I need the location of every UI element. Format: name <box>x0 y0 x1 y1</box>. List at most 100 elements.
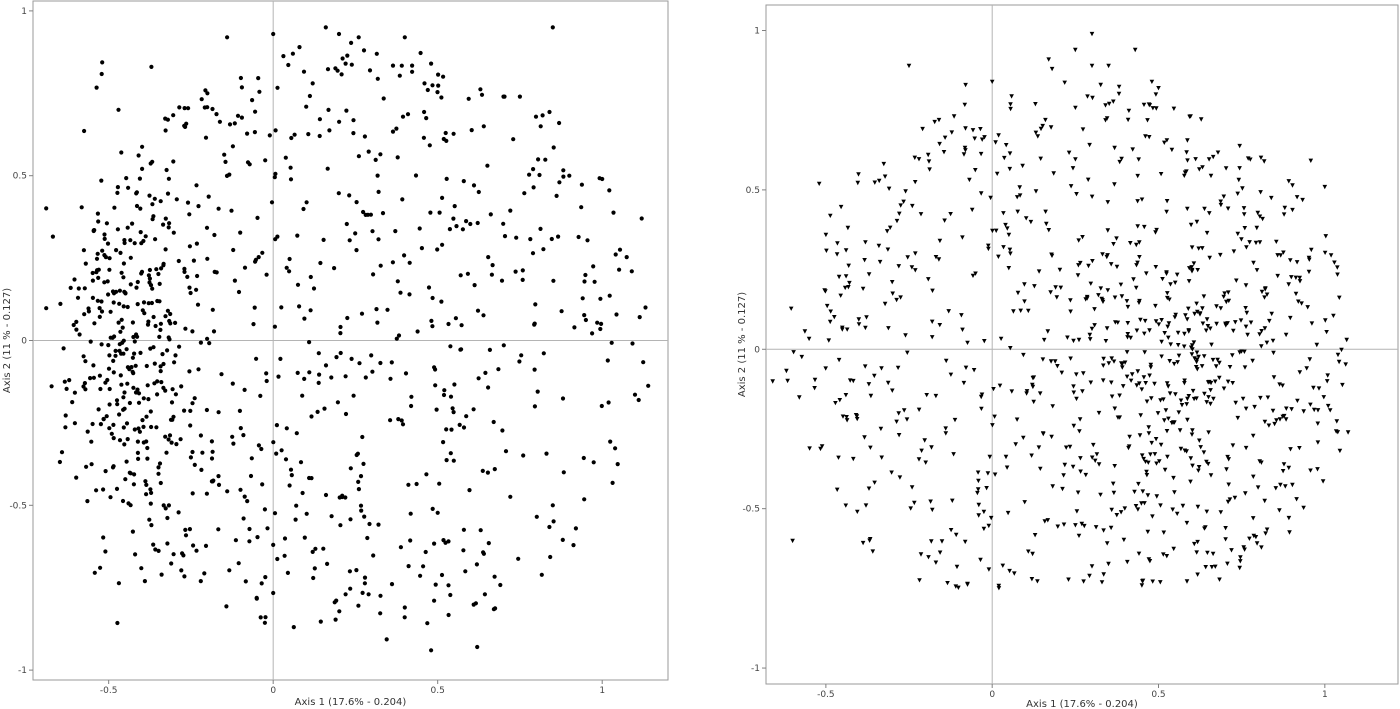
scatter-point <box>1311 385 1316 391</box>
scatter-point <box>1118 282 1124 287</box>
scatter-point <box>1218 510 1224 515</box>
scatter-point <box>325 166 330 171</box>
scatter-point <box>1139 501 1144 506</box>
scatter-point <box>122 289 127 294</box>
scatter-point <box>187 244 192 249</box>
scatter-point <box>144 482 149 487</box>
scatter-point <box>1227 497 1233 502</box>
scatter-point <box>1112 295 1118 300</box>
scatter-point <box>323 25 328 30</box>
scatter-point <box>273 171 278 176</box>
scatter-point <box>388 418 393 423</box>
scatter-point <box>1076 263 1081 268</box>
scatter-point <box>896 411 901 416</box>
scatter-point <box>828 309 833 314</box>
scatter-point <box>1007 568 1012 574</box>
scatter-point <box>460 227 465 232</box>
scatter-point <box>1315 467 1320 472</box>
scatter-point <box>283 457 289 462</box>
scatter-point <box>965 581 970 587</box>
scatter-point <box>216 474 221 479</box>
scatter-point <box>943 426 948 431</box>
scatter-point <box>1200 306 1205 311</box>
scatter-point <box>1156 86 1161 91</box>
scatter-point <box>1050 484 1055 489</box>
scatter-point <box>1112 406 1118 411</box>
scatter-point <box>1315 440 1321 445</box>
scatter-point <box>1158 398 1163 403</box>
scatter-point <box>1175 360 1180 365</box>
scatter-point <box>132 339 137 344</box>
scatter-point <box>97 314 102 319</box>
scatter-point <box>1189 245 1195 250</box>
scatter-point <box>136 153 141 158</box>
scatter-point <box>1197 167 1202 172</box>
scatter-point <box>1082 523 1087 529</box>
scatter-point <box>1134 328 1140 333</box>
scatter-point <box>318 619 323 624</box>
scatter-point <box>191 543 196 548</box>
scatter-point <box>273 128 278 133</box>
scatter-point <box>256 443 261 448</box>
scatter-point <box>1261 159 1267 164</box>
scatter-point <box>538 226 543 231</box>
scatter-point <box>1076 533 1082 538</box>
scatter-point <box>1125 559 1130 565</box>
scatter-point <box>896 264 902 269</box>
scatter-point <box>161 263 166 268</box>
scatter-point <box>1343 362 1348 367</box>
scatter-point <box>996 133 1001 138</box>
scatter-point <box>252 130 257 135</box>
scatter-point <box>415 329 420 334</box>
scatter-point <box>96 267 101 272</box>
scatter-point <box>99 309 105 314</box>
scatter-point <box>1235 415 1241 421</box>
scatter-point <box>573 526 579 531</box>
scatter-point <box>928 499 933 504</box>
scatter-point <box>156 548 161 554</box>
scatter-point <box>961 380 967 386</box>
scatter-point <box>265 526 270 531</box>
scatter-point <box>1029 577 1035 582</box>
scatter-point <box>209 479 214 484</box>
scatter-point <box>941 150 947 155</box>
scatter-point <box>380 211 386 216</box>
scatter-point <box>617 247 623 252</box>
scatter-point <box>1309 321 1315 326</box>
scatter-point <box>88 339 93 344</box>
scatter-point <box>169 400 175 405</box>
scatter-point <box>344 108 349 113</box>
scatter-point <box>349 356 354 361</box>
scatter-point <box>466 96 471 101</box>
scatter-point <box>274 451 279 456</box>
scatter-point <box>1147 373 1152 378</box>
scatter-point <box>125 365 130 370</box>
scatter-point <box>446 612 451 618</box>
scatter-point <box>1225 561 1230 566</box>
scatter-point <box>450 406 455 411</box>
scatter-point <box>1224 467 1229 472</box>
scatter-point <box>1235 191 1240 196</box>
scatter-point <box>154 267 159 272</box>
scatter-point <box>206 194 211 199</box>
scatter-point <box>606 400 611 405</box>
scatter-point <box>288 165 293 170</box>
scatter-point <box>107 426 112 431</box>
scatter-point <box>1262 295 1267 300</box>
scatter-point <box>182 266 187 271</box>
scatter-point <box>169 440 174 445</box>
scatter-point <box>856 317 862 322</box>
scatter-point <box>362 581 367 586</box>
scatter-point <box>134 191 139 196</box>
scatter-point <box>1136 300 1142 305</box>
scatter-point <box>1297 370 1303 375</box>
scatter-point <box>998 336 1004 341</box>
scatter-point <box>1146 135 1152 140</box>
scatter-point <box>933 560 939 565</box>
scatter-point <box>159 572 164 577</box>
scatter-point <box>111 422 116 427</box>
scatter-point <box>1030 551 1035 557</box>
scatter-point <box>128 503 133 508</box>
scatter-point <box>838 293 843 298</box>
scatter-point <box>898 295 903 300</box>
